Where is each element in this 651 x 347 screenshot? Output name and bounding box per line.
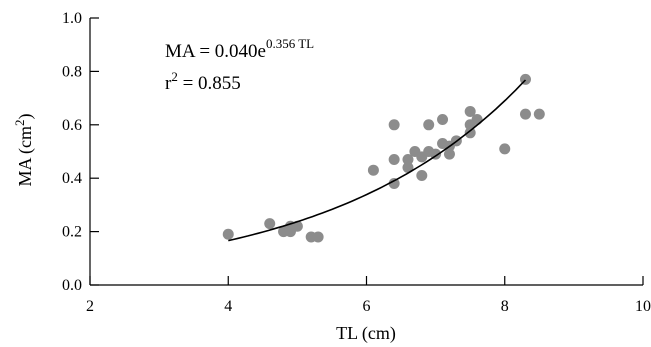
data-point <box>264 218 276 230</box>
data-point <box>367 164 379 176</box>
equation-annotation: MA = 0.040e0.356 TL <box>165 36 314 62</box>
x-tick-label: 2 <box>86 298 94 315</box>
x-axis-ticks: 2 4 6 8 10 <box>86 276 651 315</box>
y-tick-label: 0.6 <box>62 117 82 134</box>
data-point <box>402 162 414 174</box>
y-tick-label: 0.2 <box>62 224 82 241</box>
data-point <box>443 148 455 160</box>
x-axis-label: TL (cm) <box>336 323 396 344</box>
y-tick-label: 0.4 <box>62 170 82 187</box>
data-point <box>471 113 483 125</box>
data-point <box>423 119 435 131</box>
data-point <box>402 154 414 166</box>
y-axis-label-main: MA (cm <box>15 126 36 187</box>
y-tick-label: 0.0 <box>62 277 82 294</box>
equation-main: MA = 0.040e <box>165 41 266 62</box>
data-point <box>388 178 400 190</box>
y-tick-label: 1.0 <box>62 10 82 27</box>
data-point <box>222 228 234 240</box>
y-axis-label-superscript: 2 <box>12 120 27 127</box>
r-squared-symbol: r <box>165 73 172 94</box>
data-point <box>388 154 400 166</box>
data-point <box>499 143 511 155</box>
y-axis-ticks: 0.0 0.2 0.4 0.6 0.8 1.0 <box>62 10 99 294</box>
y-axis-label: MA (cm2) <box>12 114 36 187</box>
data-point <box>533 108 545 120</box>
x-tick-label: 4 <box>224 298 232 315</box>
data-point <box>519 108 531 120</box>
data-point <box>416 170 428 182</box>
r-squared-superscript: 2 <box>171 69 178 84</box>
y-tick-label: 0.8 <box>62 63 82 80</box>
data-points <box>222 73 545 243</box>
data-point <box>388 119 400 131</box>
x-tick-label: 8 <box>501 298 509 315</box>
data-point <box>437 113 449 125</box>
equation-exponent: 0.356 TL <box>266 36 314 51</box>
data-point <box>312 231 324 243</box>
data-point <box>464 127 476 139</box>
data-point <box>291 220 303 232</box>
r-squared-annotation: r2 = 0.855 <box>165 69 241 94</box>
x-tick-label: 6 <box>363 298 371 315</box>
y-axis-label-close: ) <box>15 114 36 120</box>
x-tick-label: 10 <box>635 298 651 315</box>
r-squared-value: = 0.855 <box>178 73 241 94</box>
data-point <box>464 105 476 117</box>
fit-curve <box>228 79 527 242</box>
